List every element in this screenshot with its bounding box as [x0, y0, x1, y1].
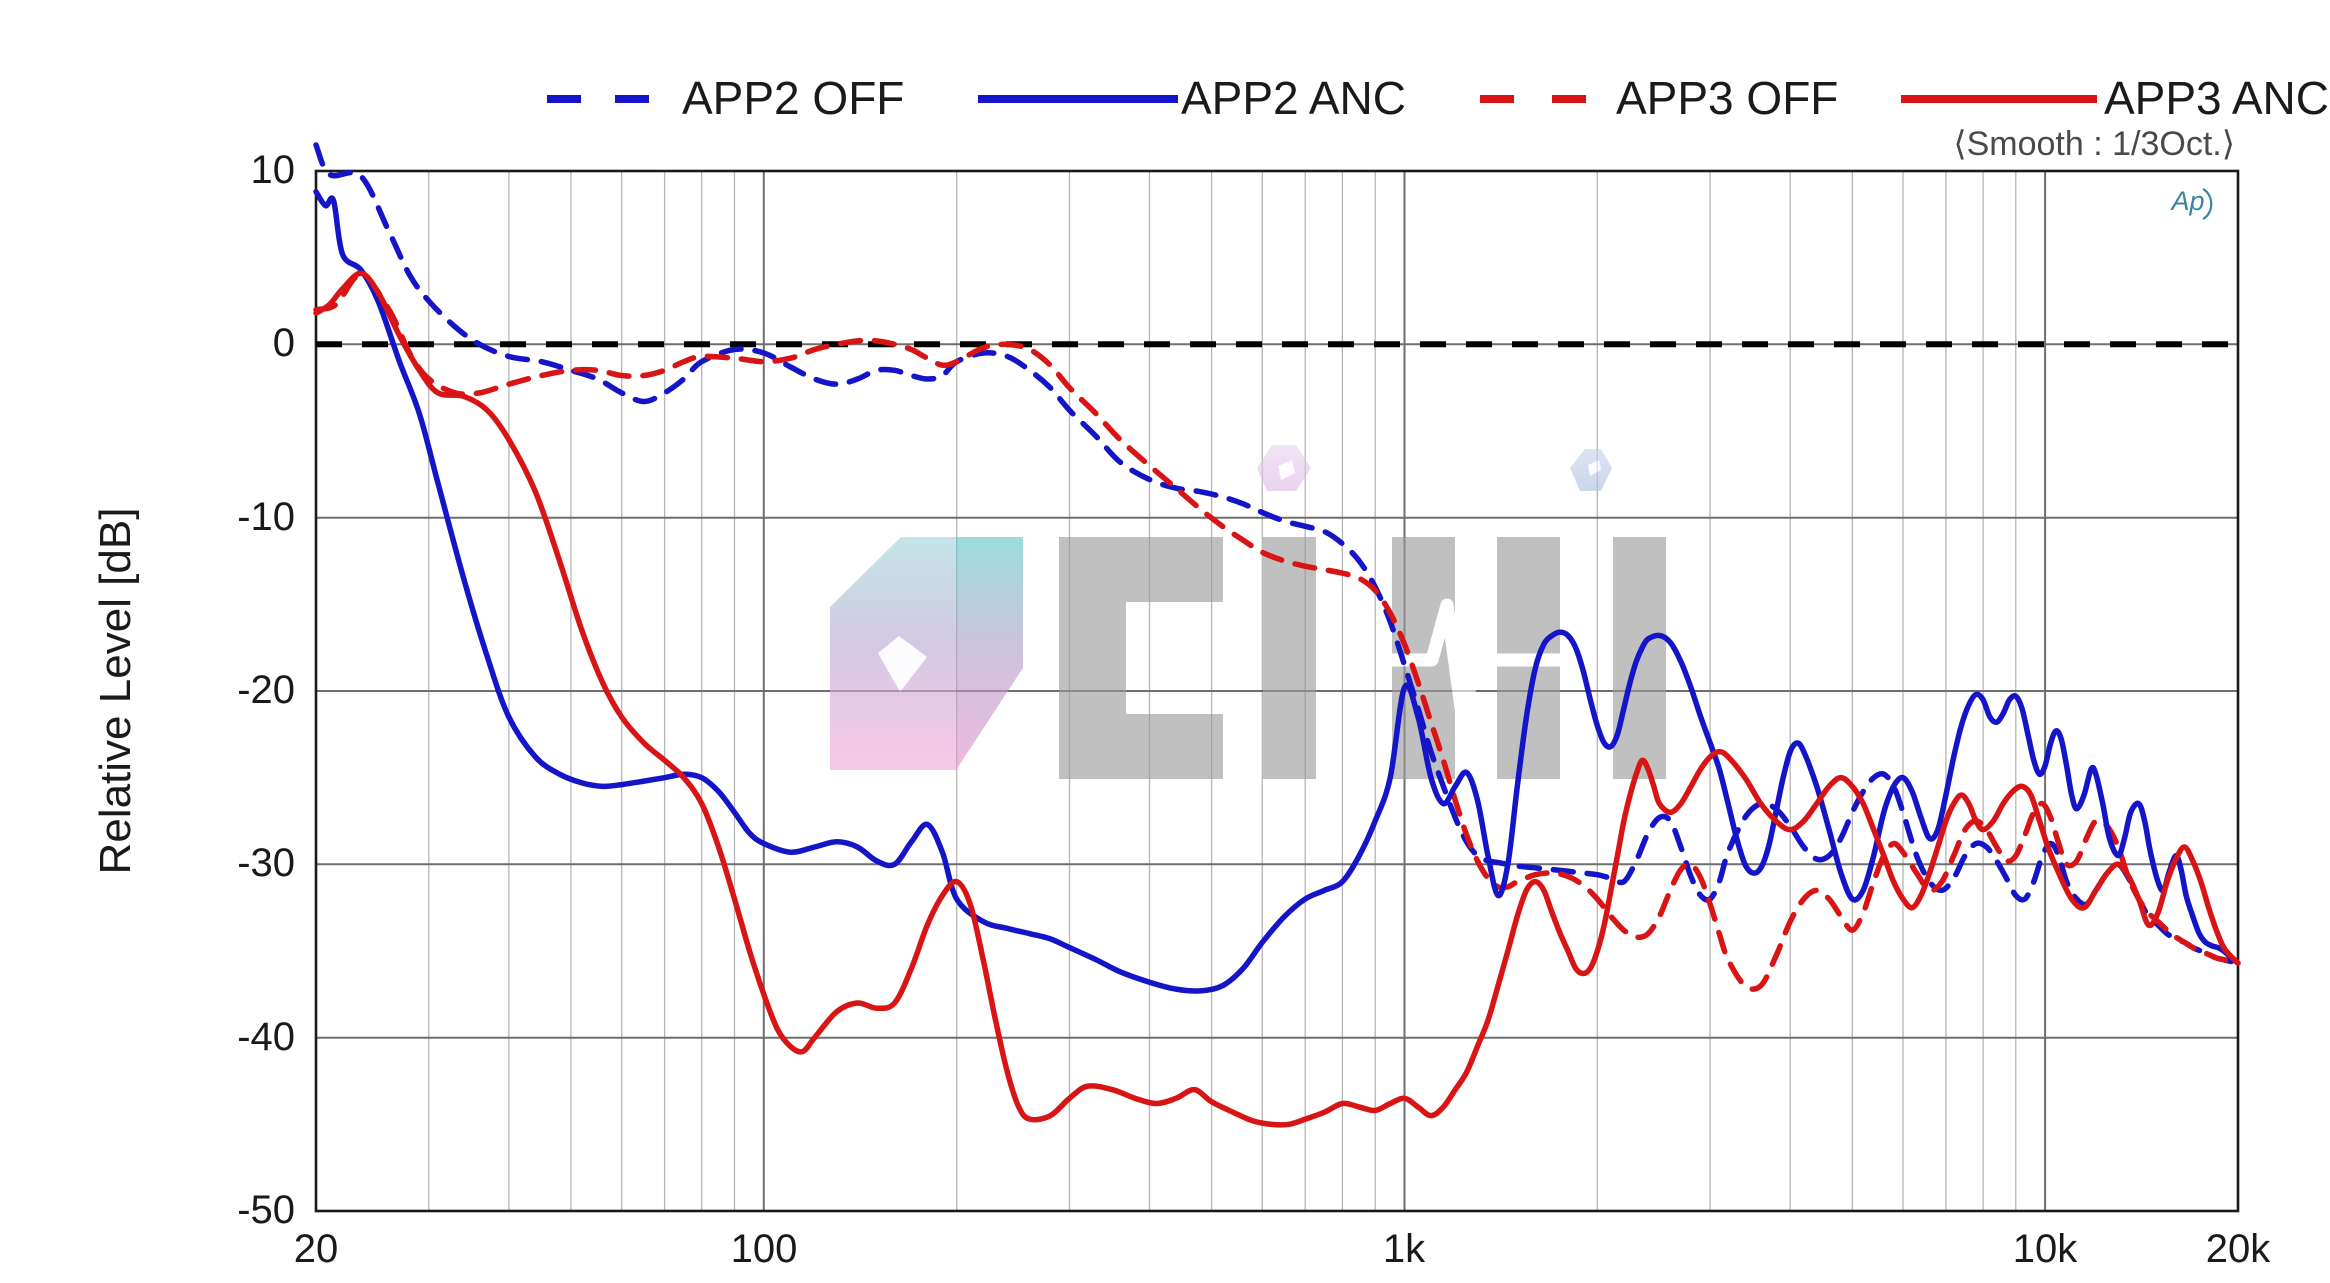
svg-text:-20: -20	[237, 668, 295, 712]
svg-text:Relative Level [dB]: Relative Level [dB]	[91, 508, 140, 875]
svg-text:20: 20	[294, 1227, 339, 1271]
svg-text:APP3 OFF: APP3 OFF	[1616, 72, 1838, 124]
svg-text:0: 0	[273, 321, 295, 365]
svg-text:1k: 1k	[1383, 1227, 1426, 1271]
svg-text:APP2 ANC: APP2 ANC	[1181, 72, 1406, 124]
svg-text:-50: -50	[237, 1188, 295, 1232]
svg-text:APP3 ANC: APP3 ANC	[2104, 72, 2329, 124]
svg-text:APP2 OFF: APP2 OFF	[682, 72, 904, 124]
svg-text:-40: -40	[237, 1015, 295, 1059]
svg-text:⟨Smooth : 1/3Oct.⟩: ⟨Smooth : 1/3Oct.⟩	[1953, 125, 2235, 163]
svg-text:Ap: Ap	[2169, 186, 2204, 216]
svg-text:100: 100	[731, 1227, 798, 1271]
svg-text:-10: -10	[237, 495, 295, 539]
svg-text:20k: 20k	[2206, 1227, 2271, 1271]
svg-text:10: 10	[251, 148, 296, 192]
svg-text:-30: -30	[237, 841, 295, 885]
svg-text:10k: 10k	[2013, 1227, 2078, 1271]
